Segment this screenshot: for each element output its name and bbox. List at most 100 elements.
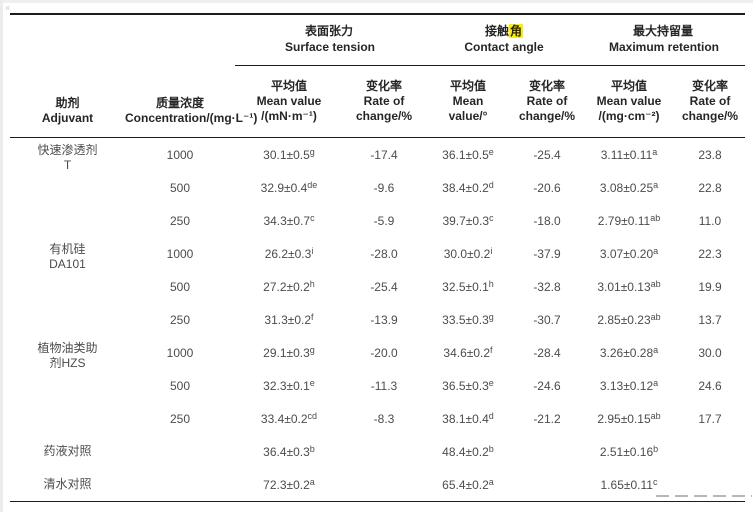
adjuvant-cell: 快速渗透剂 T	[10, 137, 125, 237]
adjuvant-header-zh: 助剂	[55, 96, 80, 110]
table-row: 植物油类助 剂HZS 1000 29.1±0.3g -20.0 34.6±0.2f -28.…	[10, 336, 745, 370]
max-retention-mean-cell: 1.65±0.11c	[583, 468, 675, 502]
contact-angle-mean-subheader: 平均值 Mean value/°	[448, 79, 488, 123]
surface-tension-mean-cell: 29.1±0.3g	[263, 344, 315, 360]
contact-angle-mean-cell: 38.1±0.4d	[442, 410, 494, 426]
contact-angle-rate-cell: -24.6	[533, 378, 561, 393]
surface-tension-rate-subheader: 变化率 Rate of change/%	[355, 79, 412, 123]
adjuvant-cell: 药液对照	[43, 444, 92, 458]
surface-tension-mean-cell: 32.3±0.1e	[263, 377, 315, 393]
search-highlight	[353, 24, 355, 38]
sub-header-row: 平均值 Mean value /(mN·m⁻¹) 变化率 Rate of cha…	[10, 66, 745, 138]
adjuvant-effects-table: 助剂 Adjuvant 质量浓度 Concentration/(mg·L⁻¹) …	[10, 13, 746, 502]
table-row: 药液对照 36.4±0.3b 48.4±0.2b 2.51±0.16b	[10, 435, 745, 468]
max-retention-mean-cell: 2.85±0.23ab	[597, 311, 661, 327]
max-retention-rate-cell: 24.6	[698, 378, 722, 393]
max-retention-title-en: Maximum retention	[609, 39, 720, 54]
table-row: 500 32.9±0.4de -9.6 38.4±0.2d -20.6 3.08±0.25…	[10, 171, 745, 204]
surface-tension-mean-cell: 33.4±0.2cd	[260, 410, 318, 426]
surface-tension-title-zh: 表面张力	[304, 23, 355, 38]
concentration-cell: 1000	[125, 137, 235, 171]
max-retention-mean-cell: 2.51±0.16b	[599, 443, 659, 459]
surface-tension-group-header: 表面张力 Surface tension	[235, 14, 425, 66]
max-retention-group-header: 最大持留量 Maximum retention	[583, 14, 746, 66]
surface-tension-mean-cell: 72.3±0.2a	[235, 468, 343, 502]
max-retention-rate-cell: 22.8	[698, 180, 722, 195]
contact-angle-rate-cell	[511, 468, 583, 502]
max-retention-mean-cell: 3.26±0.28a	[599, 344, 659, 360]
contact-angle-rate-cell: -20.6	[533, 180, 561, 195]
adjuvant-header-en: Adjuvant	[41, 111, 94, 125]
max-retention-mean-cell: 3.11±0.11a	[583, 137, 675, 171]
max-retention-title-zh: 最大持留量	[633, 23, 695, 38]
contact-angle-mean-cell: 38.4±0.2d	[442, 179, 494, 195]
watermark-dashes	[656, 495, 752, 497]
concentration-header-zh: 质量浓度	[155, 96, 204, 110]
max-retention-rate-cell: 13.7	[698, 312, 722, 327]
surface-tension-mean-cell: 26.2±0.3i	[264, 245, 314, 261]
contact-angle-mean-cell: 33.5±0.3g	[442, 311, 494, 327]
page-edge-top	[0, 0, 753, 3]
concentration-cell: 1000	[166, 246, 194, 261]
concentration-cell: 250	[169, 213, 191, 228]
table-row: 有机硅 DA101 1000 26.2±0.3i -28.0 30.0±0.2i -37.9…	[10, 237, 745, 271]
contact-angle-mean-cell: 36.5±0.3e	[442, 377, 494, 393]
table-row: 清水对照 72.3±0.2a 65.4±0.2a 1.65±0.11c	[10, 468, 746, 502]
max-retention-rate-subheader: 变化率 Rate of change/%	[682, 79, 739, 123]
contact-angle-rate-cell: -30.7	[533, 312, 561, 327]
max-retention-rate-cell: 23.8	[675, 137, 746, 171]
max-retention-rate-cell: 19.9	[698, 279, 722, 294]
contact-angle-rate-cell: -25.4	[511, 137, 583, 171]
adjuvant-header: 助剂 Adjuvant	[10, 14, 125, 138]
surface-tension-rate-cell	[343, 468, 425, 502]
concentration-cell: 250	[169, 411, 191, 426]
search-highlight	[693, 24, 695, 38]
watermark-artifact	[650, 491, 753, 500]
max-retention-mean-cell: 3.01±0.13ab	[597, 278, 661, 294]
contact-angle-mean-cell: 65.4±0.2a	[425, 468, 511, 502]
max-retention-mean-cell: 3.13±0.12a	[599, 377, 659, 393]
max-retention-rate-cell: 17.7	[698, 411, 722, 426]
contact-angle-group-header: 接触角 Contact angle	[425, 14, 583, 66]
surface-tension-rate-cell: -20.0	[370, 345, 398, 360]
contact-angle-mean-cell: 48.4±0.2b	[442, 443, 494, 459]
surface-tension-mean-cell: 31.3±0.2f	[264, 311, 314, 327]
table-row: 250 33.4±0.2cd -8.3 38.1±0.4d -21.2 2.95±0.15…	[10, 402, 745, 435]
contact-angle-rate-cell: -21.2	[533, 411, 561, 426]
concentration-header: 质量浓度 Concentration/(mg·L⁻¹)	[125, 14, 258, 138]
surface-tension-rate-cell: -9.6	[373, 180, 395, 195]
max-retention-mean-cell: 3.07±0.20a	[599, 245, 659, 261]
surface-tension-rate-cell	[343, 435, 425, 468]
surface-tension-mean-cell: 27.2±0.2h	[263, 278, 315, 294]
surface-tension-title-en: Surface tension	[284, 39, 376, 54]
contact-angle-mean-cell: 34.6±0.2f	[443, 344, 493, 360]
max-retention-rate-cell	[675, 435, 745, 468]
contact-angle-rate-cell: -28.4	[533, 345, 561, 360]
table-row: 500 27.2±0.2h -25.4 32.5±0.1h -32.8 3.01±0.13…	[10, 270, 745, 303]
table-row: 250 31.3±0.2f -13.9 33.5±0.3g -30.7 2.85±0.23…	[10, 303, 745, 336]
surface-tension-mean-cell: 32.9±0.4de	[260, 179, 318, 195]
max-retention-rate-cell: 30.0	[698, 345, 722, 360]
contact-angle-rate-subheader: 变化率 Rate of change/%	[518, 79, 575, 123]
page-edge-left	[0, 0, 3, 512]
contact-angle-mean-cell: 30.0±0.2i	[443, 245, 493, 261]
concentration-cell: 500	[169, 180, 191, 195]
surface-tension-rate-cell: -28.0	[370, 246, 398, 261]
contact-angle-mean-cell: 32.5±0.1h	[442, 278, 494, 294]
max-retention-mean-cell: 2.79±0.11ab	[597, 212, 661, 228]
max-retention-rate-cell: 11.0	[698, 213, 722, 228]
surface-tension-rate-cell: -5.9	[373, 213, 395, 228]
group-header-row: 助剂 Adjuvant 质量浓度 Concentration/(mg·L⁻¹) …	[10, 14, 746, 125]
paper-page: 助剂 Adjuvant 质量浓度 Concentration/(mg·L⁻¹) …	[10, 13, 746, 502]
table-row: 500 32.3±0.1e -11.3 36.5±0.3e -24.6 3.13±0.12…	[10, 369, 745, 402]
concentration-cell: 250	[169, 312, 191, 327]
max-retention-mean-subheader: 平均值 Mean value /(mg·cm⁻²)	[596, 79, 662, 123]
adjuvant-cell: 清水对照	[10, 468, 125, 502]
contact-angle-rate-cell: -18.0	[533, 213, 561, 228]
table-row: 250 34.3±0.7c -5.9 39.7±0.3c -18.0 2.79±0.11a…	[10, 204, 745, 237]
concentration-header-en: Concentration/(mg·L⁻¹)	[125, 111, 258, 125]
max-retention-mean-cell: 3.08±0.25a	[599, 179, 659, 195]
max-retention-rate-cell: 22.3	[698, 246, 722, 261]
contact-angle-title-en: Contact angle	[464, 39, 544, 54]
concentration-cell: 1000	[166, 345, 194, 360]
